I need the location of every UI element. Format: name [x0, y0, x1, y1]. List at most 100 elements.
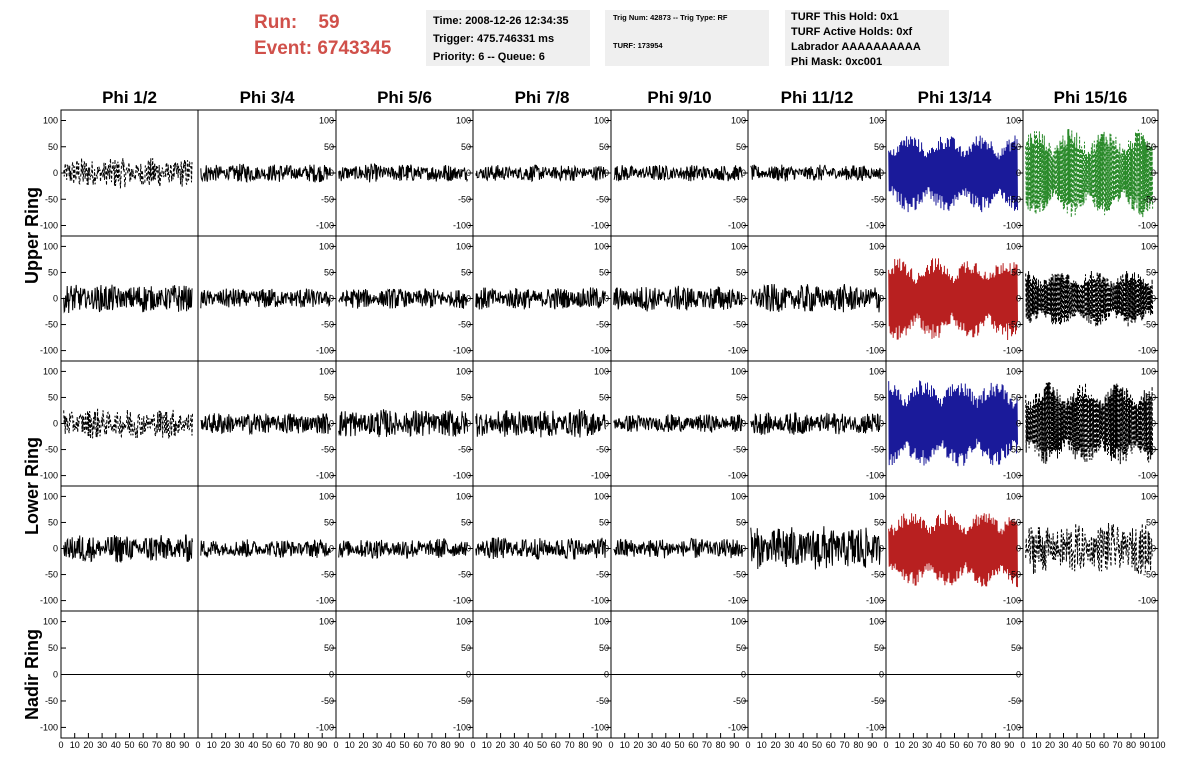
y-tick-label: -50	[45, 696, 58, 706]
waveform-line	[750, 412, 881, 435]
y-tick-label: -100	[1003, 471, 1021, 481]
waveform-panel	[472, 485, 612, 612]
y-tick-label: 0	[329, 294, 334, 304]
y-tick-label: -50	[1008, 320, 1021, 330]
y-tick-label: 50	[874, 142, 884, 152]
y-tick-label: -50	[871, 570, 884, 580]
turf-hold-text: TURF This Hold: 0x1	[791, 11, 899, 23]
waveform-line	[63, 284, 193, 314]
x-tick-label: 80	[853, 740, 863, 750]
waveform-panel	[1022, 109, 1159, 237]
x-tick-label: 70	[152, 740, 162, 750]
x-tick-label: 30	[1058, 740, 1068, 750]
y-tick-label: -100	[316, 596, 334, 606]
waveform-line	[475, 409, 606, 438]
y-tick-label: -50	[596, 570, 609, 580]
y-tick-label: 0	[604, 544, 609, 554]
y-tick-label: 50	[736, 392, 746, 402]
y-tick-label: 0	[1016, 544, 1021, 554]
waveform-panel	[885, 610, 1024, 739]
waveform-line	[63, 408, 193, 439]
x-tick-label: 60	[138, 740, 148, 750]
x-tick-label: 70	[290, 740, 300, 750]
waveform-panel	[197, 485, 337, 612]
y-tick-label: 50	[461, 392, 471, 402]
waveform-panel	[747, 485, 887, 612]
x-tick-label: 80	[303, 740, 313, 750]
y-tick-label: 50	[599, 517, 609, 527]
x-tick-label: 50	[124, 740, 134, 750]
waveform-line	[750, 283, 881, 313]
y-tick-label: 100	[319, 491, 334, 501]
x-tick-label: 40	[798, 740, 808, 750]
event-label: Event:	[254, 38, 313, 59]
y-tick-label: 100	[319, 241, 334, 251]
y-tick-label: 0	[604, 168, 609, 178]
y-tick-label: 0	[1016, 419, 1021, 429]
y-tick-label: 50	[599, 267, 609, 277]
y-tick-label: 100	[594, 491, 609, 501]
y-tick-label: 50	[48, 142, 58, 152]
y-tick-label: 100	[456, 366, 471, 376]
y-tick-label: 100	[594, 116, 609, 126]
x-tick-label: 0	[470, 740, 475, 750]
x-tick-label: 90	[454, 740, 464, 750]
x-tick-label: 60	[551, 740, 561, 750]
waveform-panel	[885, 235, 1024, 362]
y-tick-label: 100	[1006, 491, 1021, 501]
y-tick-label: 50	[736, 643, 746, 653]
y-tick-label: -100	[1138, 471, 1156, 481]
y-tick-label: -50	[45, 570, 58, 580]
y-tick-label: 0	[741, 670, 746, 680]
waveform-panel	[1022, 485, 1159, 612]
y-tick-label: -50	[321, 320, 334, 330]
y-tick-label: -50	[596, 445, 609, 455]
y-tick-label: -100	[728, 346, 746, 356]
y-tick-label: -100	[1003, 596, 1021, 606]
x-tick-label: 20	[771, 740, 781, 750]
y-tick-label: 50	[324, 142, 334, 152]
y-tick-label: 100	[731, 617, 746, 627]
y-tick-label: 100	[1006, 241, 1021, 251]
x-tick-label: 20	[221, 740, 231, 750]
x-tick-label: 50	[262, 740, 272, 750]
y-tick-label: 50	[736, 517, 746, 527]
y-tick-label: 100	[731, 241, 746, 251]
y-tick-label: 50	[736, 267, 746, 277]
waveform-line	[1025, 128, 1154, 218]
waveform-line	[888, 135, 1018, 213]
y-tick-label: 0	[604, 419, 609, 429]
x-tick-label: 40	[661, 740, 671, 750]
labrador-text: Labrador AAAAAAAAAA	[791, 41, 921, 53]
x-tick-label: 70	[427, 740, 437, 750]
x-tick-label: 10	[207, 740, 217, 750]
waveform-panel	[1022, 610, 1159, 739]
y-tick-label: -50	[733, 696, 746, 706]
y-tick-label: -50	[871, 320, 884, 330]
x-tick-label: 20	[83, 740, 93, 750]
y-tick-label: -100	[1003, 346, 1021, 356]
x-tick-label: 20	[633, 740, 643, 750]
x-tick-label: 0	[745, 740, 750, 750]
waveform-line	[63, 534, 193, 563]
y-tick-label: -50	[733, 194, 746, 204]
x-tick-label: 20	[1045, 740, 1055, 750]
run-event-header: Run: 59 Event: 6743345	[254, 10, 391, 62]
waveform-line	[750, 526, 881, 570]
turf-info-box: TURF This Hold: 0x1 TURF Active Holds: 0…	[785, 10, 949, 68]
panel-frame	[1022, 610, 1159, 739]
waveform-line	[613, 537, 743, 559]
x-tick-label: 90	[1004, 740, 1014, 750]
y-tick-label: -50	[596, 320, 609, 330]
x-tick-label: 50	[399, 740, 409, 750]
y-tick-label: 100	[869, 116, 884, 126]
waveform-line	[200, 163, 331, 183]
column-title: Phi 3/4	[240, 88, 295, 107]
x-tick-label: 20	[908, 740, 918, 750]
y-tick-label: -50	[1008, 445, 1021, 455]
x-tick-label: 80	[166, 740, 176, 750]
y-tick-label: 0	[741, 419, 746, 429]
x-tick-label: 0	[195, 740, 200, 750]
x-tick-label: 90	[592, 740, 602, 750]
